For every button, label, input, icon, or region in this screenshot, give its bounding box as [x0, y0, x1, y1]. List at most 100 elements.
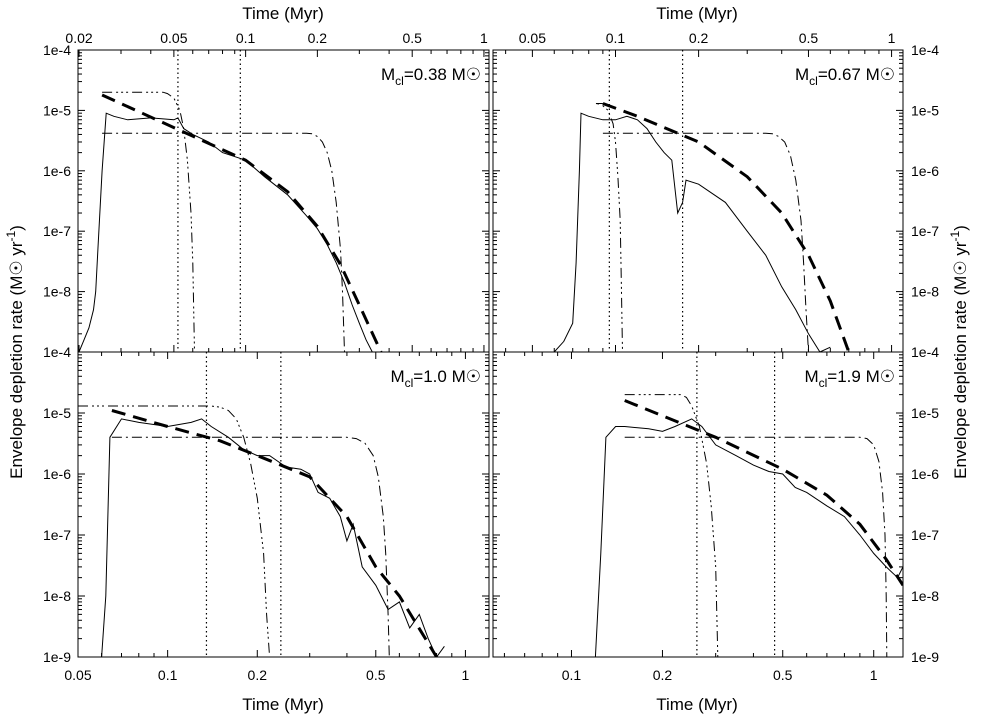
panel-frame — [77, 49, 490, 353]
fit-curve — [111, 409, 438, 657]
y-tick-label-left: 1e-6 — [43, 163, 71, 179]
panel-label-value: =0.38 M — [404, 65, 466, 84]
bottom-x-tick-label: 0.5 — [773, 667, 793, 683]
y-tick-label-left: 1e-7 — [43, 223, 71, 239]
y-tick-label-right: 1e-4 — [911, 42, 939, 58]
panel-label-value: =1.9 M — [827, 367, 879, 386]
y-tick-label-left: 1e-9 — [43, 649, 71, 665]
dash-dot-dot-curve — [624, 394, 719, 657]
dash-dot-curve — [111, 436, 390, 657]
panel-label: Mcl=1.0 M☉ — [390, 367, 481, 390]
fit-curve — [602, 102, 851, 352]
panel-label-subscript: cl — [395, 74, 404, 88]
y-tick-label-right: 1e-4 — [911, 344, 939, 360]
top-x-tick-label: 0.05 — [519, 30, 546, 46]
simulation-curve — [594, 418, 903, 657]
fit-curve — [624, 399, 903, 587]
sun-symbol: ☉ — [7, 260, 26, 275]
y-axis-title-text: Envelope depletion rate (M — [7, 276, 26, 479]
panel-plot-area — [78, 50, 383, 352]
bottom-x-tick-label: 0.5 — [366, 667, 386, 683]
panel-label-prefix: M — [381, 65, 395, 84]
y-tick-label-left: 1e-8 — [43, 588, 71, 604]
y-axis-title-left: Envelope depletion rate (M☉ yr-1) — [4, 225, 26, 479]
bottom-x-tick-label: 0.2 — [248, 667, 268, 683]
panel-label-prefix: M — [390, 367, 404, 386]
panel-label-prefix: M — [804, 367, 818, 386]
y-tick-label-right: 1e-5 — [911, 405, 939, 421]
y-axis-title-unit: yr — [951, 241, 970, 260]
bottom-x-tick-label: 0.1 — [158, 667, 178, 683]
panel-label: Mcl=0.67 M☉ — [795, 65, 895, 88]
y-tick-label-left: 1e-7 — [43, 527, 71, 543]
panel-label-subscript: cl — [809, 74, 818, 88]
top-x-tick-label: 0.1 — [236, 30, 256, 46]
panel-label-value: =0.67 M — [818, 65, 880, 84]
top-x-tick-label: 0.5 — [799, 30, 819, 46]
dash-dot-dot-curve — [78, 405, 271, 657]
sun-symbol: ☉ — [466, 65, 481, 84]
bottom-x-tick-label: 1 — [870, 667, 878, 683]
panel-p19: Mcl=1.9 M☉ — [492, 351, 904, 658]
top-x-tick-label: 0.05 — [160, 30, 187, 46]
top-x-tick-label: 1 — [480, 30, 488, 46]
top-x-tick-label: 0.1 — [606, 30, 626, 46]
sun-symbol: ☉ — [951, 260, 970, 275]
panel-plot-area — [78, 352, 445, 657]
dash-dot-curve — [624, 436, 888, 657]
y-axis-title-exponent: -1 — [4, 231, 18, 242]
panel-label-prefix: M — [795, 65, 809, 84]
dash-dot-curve — [102, 132, 345, 352]
dash-dot-curve — [602, 132, 809, 352]
axis-group: 1e-8 1e-8 1e-7 1e-7 1e-6 1e-6 1e-5 1e-5 1e-4 1e-4… — [43, 30, 939, 683]
top-x-axis-title-right: Time (Myr) — [656, 4, 738, 23]
top-x-tick-label: 0.5 — [402, 30, 422, 46]
y-tick-label-right: 1e-8 — [911, 588, 939, 604]
panel-plot-area — [594, 352, 903, 657]
y-tick-label-right: 1e-6 — [911, 163, 939, 179]
bottom-x-axis-title-left: Time (Myr) — [242, 695, 324, 714]
y-axis-title-close: ) — [7, 225, 26, 231]
y-tick-label-left: 1e-6 — [43, 466, 71, 482]
bottom-x-tick-label: 0.1 — [562, 667, 582, 683]
bottom-x-tick-label: 1 — [462, 667, 470, 683]
panel-label: Mcl=1.9 M☉ — [804, 367, 895, 390]
y-axis-title-close: ) — [951, 225, 970, 231]
panel-label-subscript: cl — [819, 376, 828, 390]
panel-label: Mcl=0.38 M☉ — [381, 65, 481, 88]
panel-label-value: =1.0 M — [413, 367, 465, 386]
panel-p038: Mcl=0.38 M☉ — [77, 49, 490, 353]
sun-symbol: ☉ — [880, 65, 895, 84]
y-tick-label-right: 1e-8 — [911, 284, 939, 300]
top-x-tick-label: 1 — [888, 30, 896, 46]
y-tick-label-left: 1e-4 — [43, 42, 71, 58]
sun-symbol: ☉ — [466, 367, 481, 386]
panel-frame — [492, 49, 904, 353]
bottom-x-axis-title-right: Time (Myr) — [656, 695, 738, 714]
y-tick-label-left: 1e-5 — [43, 405, 71, 421]
simulation-curve — [101, 418, 445, 657]
y-tick-label-left: 1e-8 — [43, 284, 71, 300]
panel-group: Mcl=0.38 M☉ Mcl=0.67 M☉Mcl=1.0 M☉ Mcl=1.9 … — [77, 49, 904, 658]
dash-dot-dot-curve — [595, 103, 623, 352]
top-x-tick-label: 0.2 — [308, 30, 328, 46]
simulation-curve — [553, 112, 831, 352]
y-tick-label-right: 1e-6 — [911, 466, 939, 482]
y-tick-label-right: 1e-7 — [911, 527, 939, 543]
y-tick-label-right: 1e-5 — [911, 102, 939, 118]
panel-frame — [492, 351, 904, 658]
y-tick-label-left: 1e-5 — [43, 102, 71, 118]
panel-label-subscript: cl — [405, 376, 414, 390]
top-x-tick-label: 0.02 — [65, 30, 92, 46]
y-tick-label-left: 1e-4 — [43, 344, 71, 360]
panel-plot-area — [553, 50, 851, 352]
bottom-x-tick-label: 0.05 — [64, 667, 91, 683]
y-axis-title-unit: yr — [7, 241, 26, 260]
y-axis-title-text: Envelope depletion rate (M — [951, 276, 970, 479]
simulation-curve — [78, 112, 373, 352]
y-axis-title-exponent: -1 — [948, 231, 962, 242]
dash-dot-dot-curve — [102, 91, 195, 352]
y-axis-title-right: Envelope depletion rate (M☉ yr-1) — [948, 225, 970, 479]
fit-curve — [101, 93, 383, 352]
